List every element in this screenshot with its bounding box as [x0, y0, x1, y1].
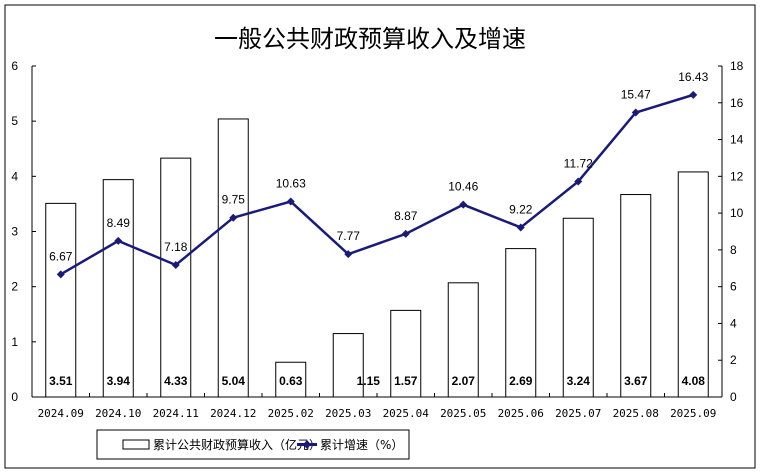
growth-point-2025.06: [516, 223, 525, 232]
bar-data-label: 3.24: [567, 374, 591, 388]
bar-2025.03: [332, 333, 364, 398]
growth-data-label: 16.43: [678, 70, 708, 84]
legend: 累计公共财政预算收入（亿元） 累计增速（%）: [96, 429, 410, 460]
y-right-tick-label: 10: [730, 206, 744, 220]
growth-point-2024.12: [229, 213, 238, 222]
y-right-tick-label: 6: [730, 280, 737, 294]
growth-data-label: 7.77: [337, 229, 361, 243]
x-tick-label: 2025.06: [498, 407, 544, 420]
y-left-tick-label: 2: [11, 280, 18, 294]
growth-data-label: 10.63: [276, 177, 306, 191]
growth-point-2025.07: [574, 177, 583, 186]
bar-data-label: 2.69: [509, 374, 533, 388]
growth-point-2024.10: [114, 236, 123, 245]
bar-data-label: 3.51: [49, 374, 73, 388]
y-right-tick-label: 16: [730, 96, 744, 110]
y-left-tick-label: 6: [11, 59, 18, 73]
bar-2025.07: [562, 217, 594, 398]
x-tick-label: 2024.12: [210, 407, 256, 420]
x-tick-label: 2025.04: [383, 407, 430, 420]
x-tick-label: 2025.07: [555, 407, 601, 420]
bar-2024.11: [160, 157, 192, 398]
y-left-tick-label: 1: [11, 335, 18, 349]
x-tick-label: 2025.05: [440, 407, 486, 420]
growth-point-2025.02: [286, 197, 295, 206]
bar-data-label: 4.33: [164, 374, 188, 388]
legend-bar-swatch: [122, 439, 150, 450]
y-left-tick-label: 5: [11, 114, 18, 128]
y-right-tick-label: 4: [730, 316, 737, 330]
bar-data-label: 4.08: [682, 374, 706, 388]
growth-point-2024.11: [171, 260, 180, 269]
growth-data-label: 9.22: [509, 202, 533, 216]
y-right-tick-label: 0: [730, 390, 737, 404]
y-left-tick-label: 3: [11, 225, 18, 239]
growth-data-label: 15.47: [621, 88, 651, 102]
y-right-tick-label: 18: [730, 59, 744, 73]
bar-2025.05: [447, 282, 479, 398]
x-tick-label: 2025.09: [670, 407, 716, 420]
bar-2024.12: [217, 118, 249, 398]
x-tick-label: 2024.11: [153, 407, 199, 420]
x-tick-label: 2025.08: [613, 407, 659, 420]
growth-point-2024.09: [56, 270, 65, 279]
y-left-tick-label: 0: [11, 390, 18, 404]
y-right-tick-label: 2: [730, 353, 737, 367]
growth-data-label: 9.75: [222, 193, 246, 207]
x-tick-label: 2024.10: [95, 407, 141, 420]
x-tick-label: 2025.03: [325, 407, 371, 420]
legend-line-label: 累计增速（%）: [320, 438, 403, 452]
bar-2025.04: [390, 309, 422, 398]
bar-2025.09: [677, 171, 709, 398]
bar-2025.06: [505, 248, 537, 398]
bar-data-label: 1.15: [357, 374, 381, 388]
bar-data-label: 3.67: [624, 374, 648, 388]
bar-2024.09: [45, 202, 77, 398]
x-tick-label: 2024.09: [38, 407, 84, 420]
chart-title: 一般公共财政预算收入及增速: [214, 25, 526, 53]
growth-data-label: 10.46: [448, 180, 478, 194]
legend-line-marker: [303, 440, 311, 449]
bar-2025.08: [620, 194, 652, 398]
growth-point-2025.09: [689, 90, 698, 99]
y-right-tick-label: 14: [730, 133, 744, 147]
bar-2024.10: [102, 179, 134, 398]
growth-data-label: 8.87: [394, 209, 418, 223]
legend-bar-label: 累计公共财政预算收入（亿元）: [153, 437, 321, 452]
growth-point-2025.08: [631, 108, 640, 117]
growth-point-2025.05: [459, 200, 468, 209]
y-right-tick-label: 8: [730, 243, 737, 257]
bar-data-label: 0.63: [279, 374, 303, 388]
bar-2025.02: [275, 361, 307, 398]
y-left-tick-label: 4: [11, 169, 18, 183]
growth-data-label: 11.72: [564, 156, 593, 170]
growth-point-2025.04: [401, 229, 410, 238]
bar-data-label: 5.04: [222, 374, 246, 388]
bar-data-label: 3.94: [107, 374, 131, 388]
growth-data-label: 6.67: [49, 249, 73, 263]
growth-data-label: 7.18: [164, 240, 188, 254]
growth-data-label: 8.49: [107, 216, 131, 230]
growth-point-2025.03: [344, 250, 353, 259]
y-right-tick-label: 12: [730, 169, 744, 183]
bar-data-label: 1.57: [394, 374, 418, 388]
bar-data-label: 2.07: [452, 374, 476, 388]
x-tick-label: 2025.02: [268, 407, 314, 420]
growth-line: [60, 93, 694, 276]
